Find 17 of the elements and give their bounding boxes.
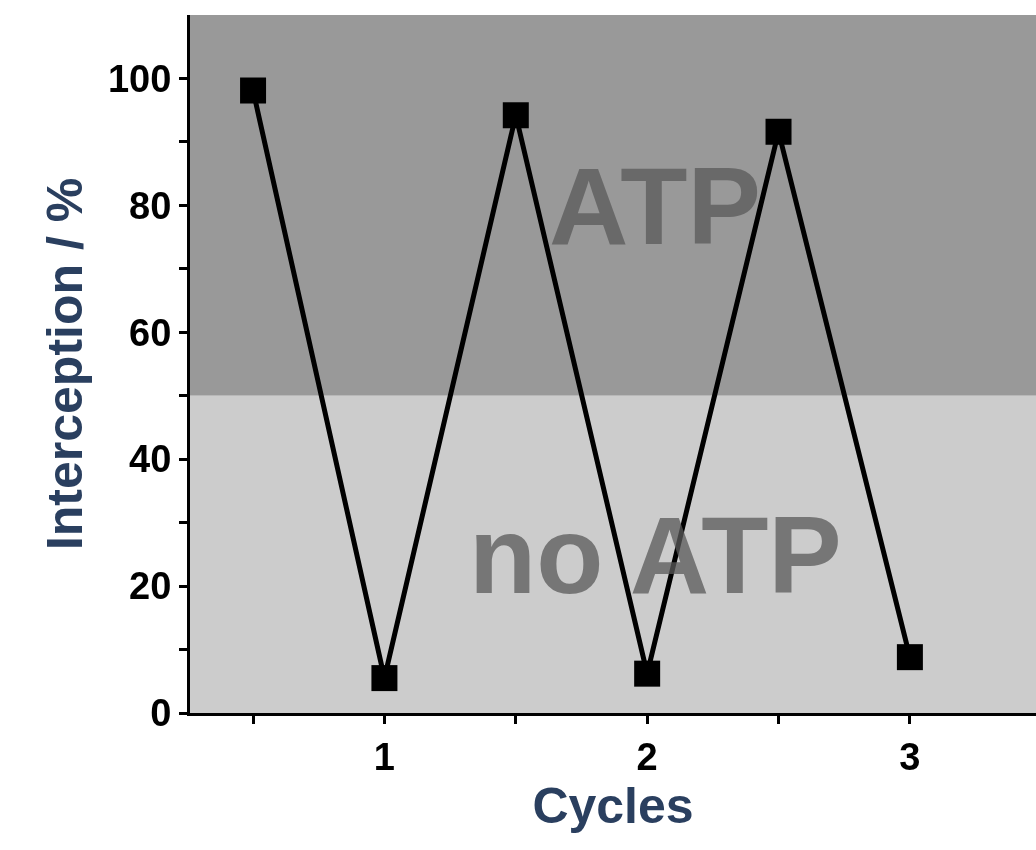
point xyxy=(896,644,923,671)
y-tick-label: 60 xyxy=(129,311,172,354)
y-tick-label: 80 xyxy=(129,184,172,227)
point xyxy=(634,660,661,687)
point xyxy=(240,77,267,104)
y-tick-label: 0 xyxy=(150,692,172,735)
y-tick-label: 20 xyxy=(129,565,172,608)
x-tick-label: 3 xyxy=(899,735,921,778)
x-axis-title: Cycles xyxy=(532,777,694,834)
y-axis-title: Interception / % xyxy=(36,177,93,551)
point xyxy=(371,665,398,692)
x-tick-label: 1 xyxy=(373,735,395,778)
point xyxy=(765,118,792,145)
point xyxy=(502,102,529,129)
y-tick-label: 100 xyxy=(107,57,172,100)
x-tick-label: 2 xyxy=(636,735,658,778)
y-tick-label: 40 xyxy=(129,438,172,481)
